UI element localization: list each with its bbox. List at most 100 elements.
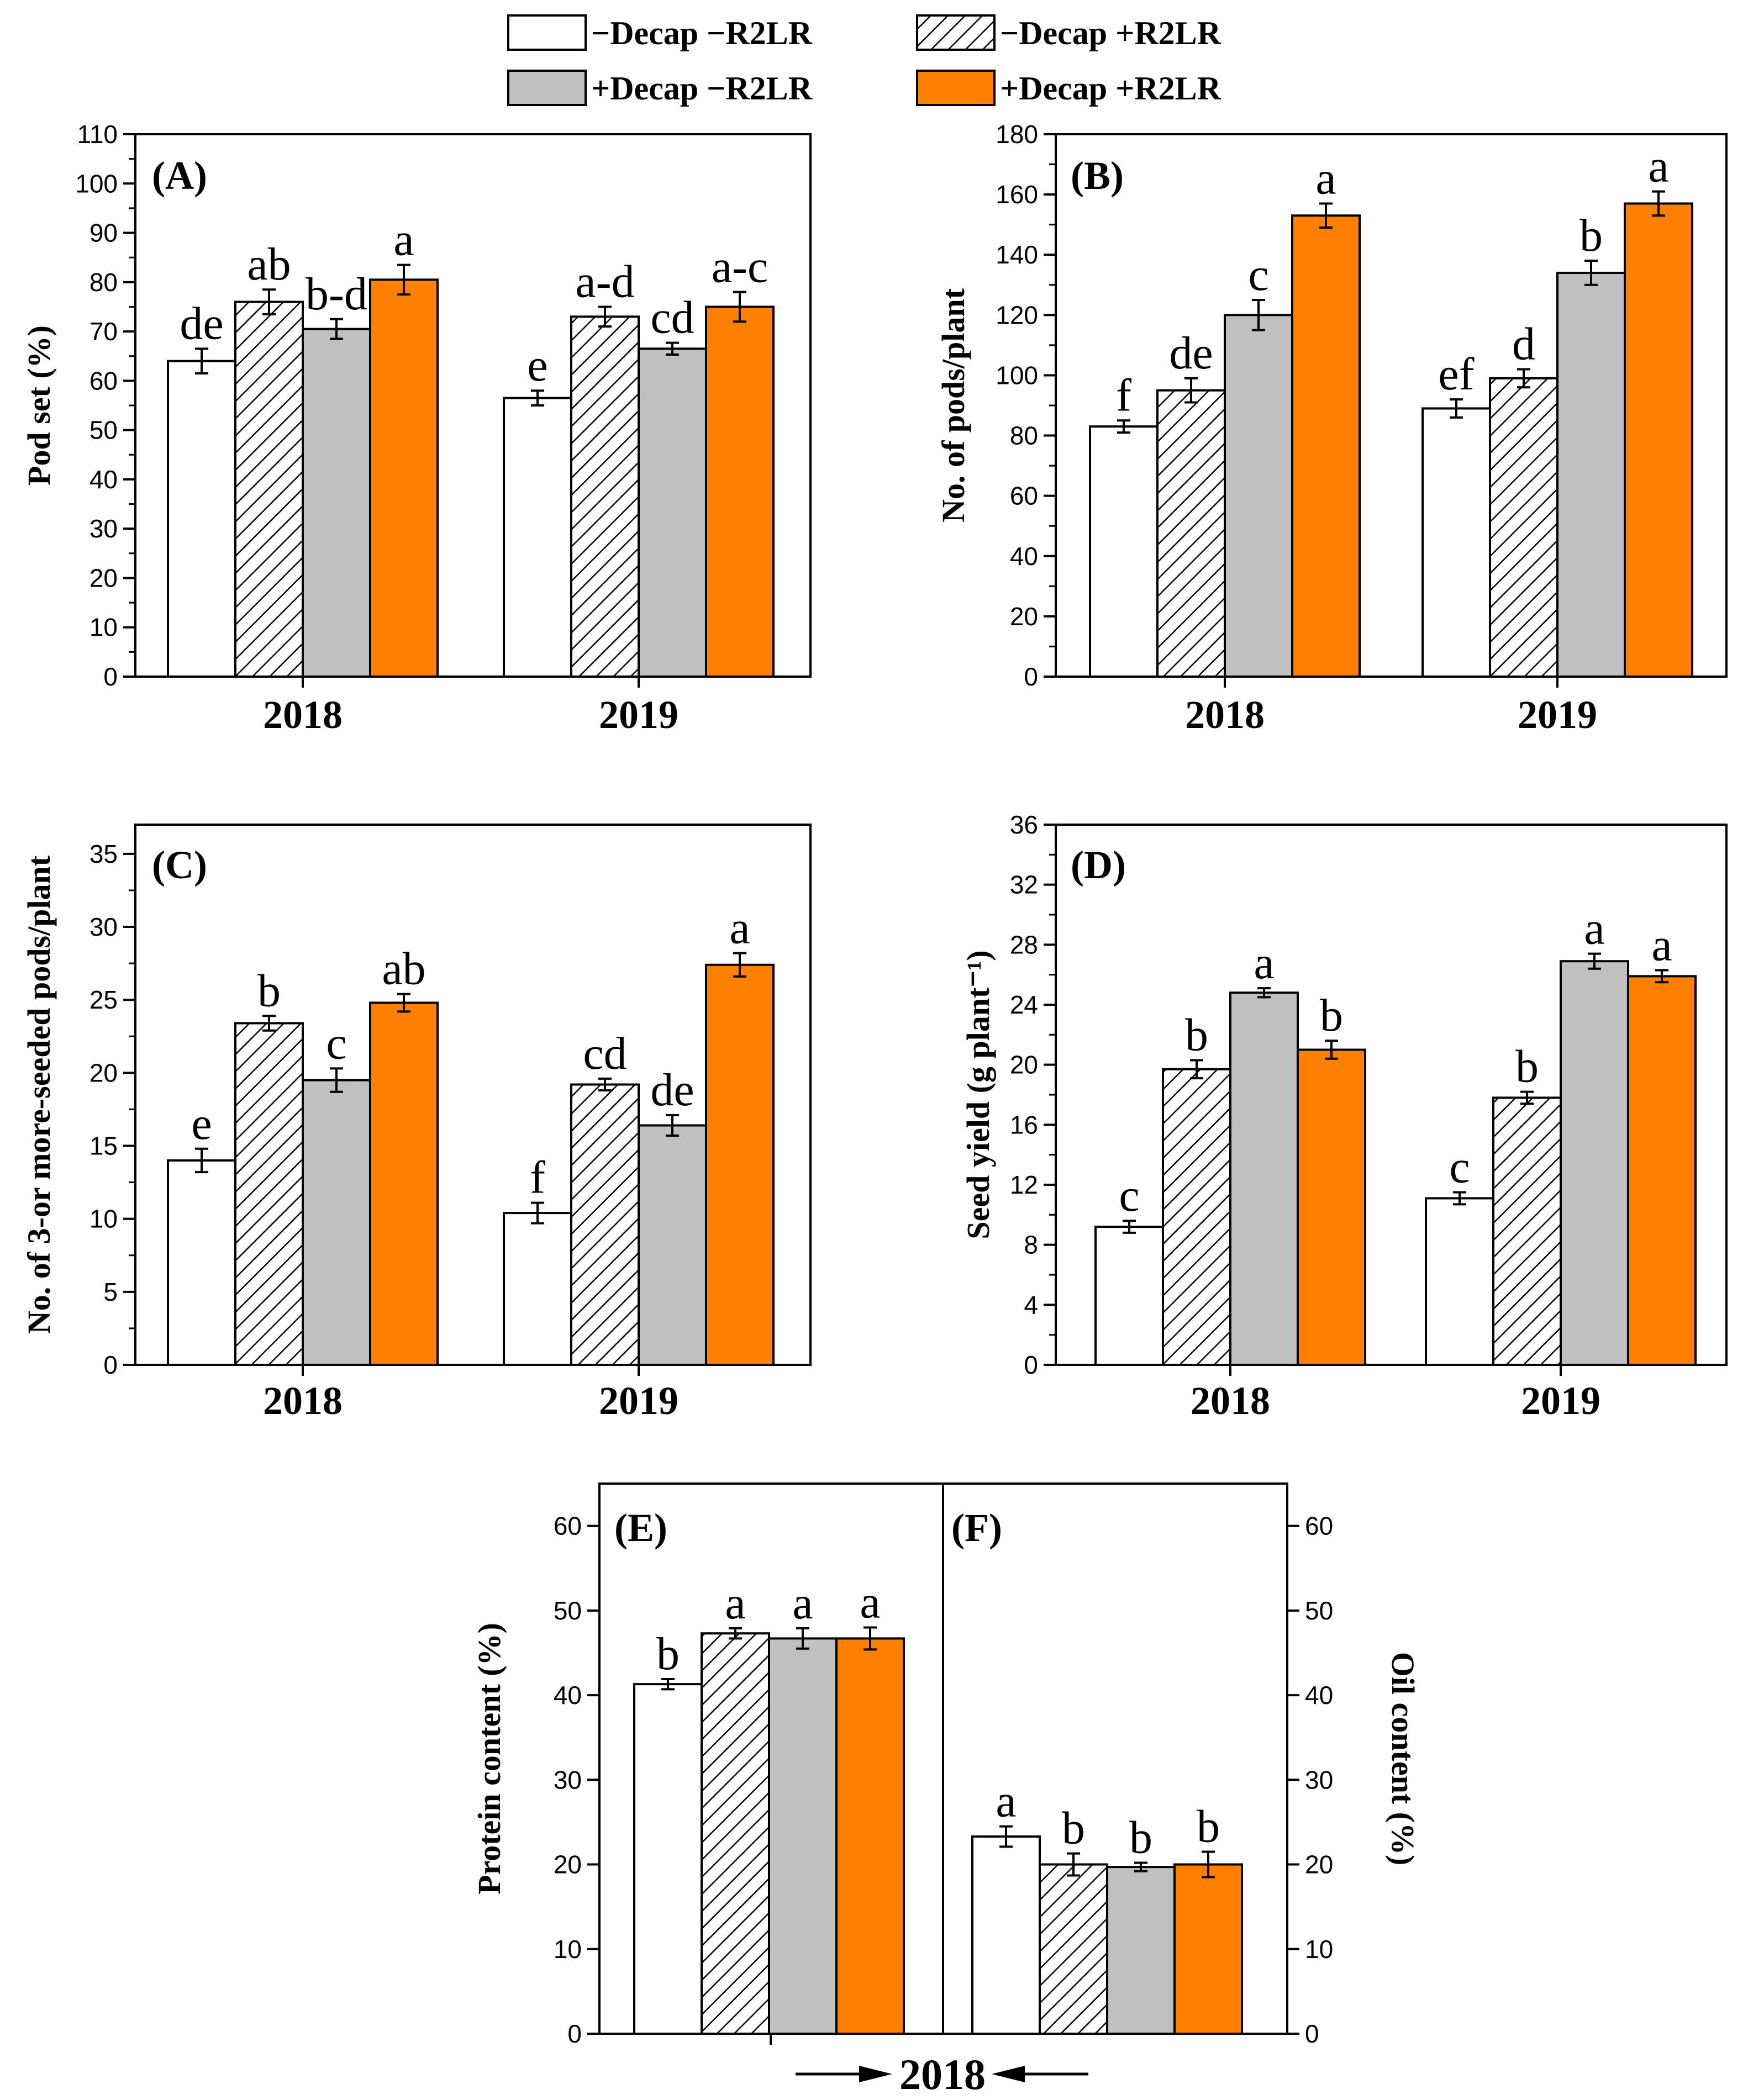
legend-label-orange: +Decap +R2LR — [1000, 70, 1222, 107]
bottom-axis-label: 2018 — [796, 2050, 1088, 2098]
significance-letter: ef — [1438, 349, 1474, 400]
significance-letter: a — [393, 214, 414, 266]
panel-B: 0 20 40 60 80 100 120 140 160 180 No. of pods/plan… — [935, 120, 1728, 737]
bar — [1297, 1048, 1366, 1366]
legend-swatch-orange — [916, 70, 996, 106]
significance-letter: c — [1119, 1170, 1139, 1221]
y-tick-label: 50 — [1305, 1596, 1333, 1625]
bar — [302, 1079, 371, 1366]
y-tick-label: 140 — [996, 240, 1038, 269]
significance-letter: f — [1116, 370, 1131, 421]
bar — [1492, 1096, 1562, 1366]
bar — [633, 1683, 703, 2035]
significance-letter: cd — [583, 1028, 626, 1079]
significance-letter: b — [257, 965, 281, 1016]
x-category-label: 2019 — [1521, 1379, 1600, 1423]
legend-swatch-hatch — [916, 14, 996, 51]
plot-frame-C — [134, 824, 812, 1366]
y-tick-label: 30 — [554, 1765, 582, 1794]
significance-letter: b — [656, 1628, 680, 1680]
bar — [1156, 389, 1226, 678]
bar — [835, 1637, 905, 2035]
y-tick-label: 16 — [1010, 1110, 1038, 1139]
bar — [971, 1835, 1041, 2035]
y-axis-title-F: Oil content (%) — [1385, 1652, 1421, 1866]
y-tick-label: 50 — [554, 1596, 582, 1625]
significance-letter: c — [1248, 249, 1268, 300]
significance-letter: ab — [247, 239, 291, 290]
panel-C: 0 5 10 15 20 25 30 35 No. of 3-or more-seeded po… — [21, 824, 812, 1423]
y-tick-label: 15 — [89, 1132, 118, 1160]
significance-letter: b — [1579, 210, 1603, 261]
y-tick-label: 0 — [1305, 2019, 1319, 2048]
significance-letter: a — [996, 1776, 1016, 1827]
y-axis-title-A: Pod set (%) — [21, 325, 57, 486]
significance-letter: d — [1512, 319, 1535, 370]
panel-A: 0 10 20 30 40 50 60 70 80 90 100 110 Pod set (%) (A) d… — [21, 120, 812, 737]
bar — [768, 1637, 838, 2035]
y-tick-label: 20 — [1010, 602, 1038, 631]
y-tick-label: 20 — [554, 1850, 582, 1879]
bar — [570, 315, 640, 678]
y-tick-label: 80 — [89, 268, 118, 297]
bar — [1229, 991, 1299, 1366]
y-tick-label: 60 — [89, 366, 118, 395]
bar — [302, 328, 371, 678]
bar — [1624, 202, 1693, 678]
x-category-label: 2019 — [599, 1379, 678, 1423]
legend: −Decap −R2LR −Decap +R2LR +Decap −R2LR +Dec… — [507, 14, 1222, 107]
significance-letter: a-c — [712, 241, 768, 293]
significance-letter: a — [792, 1577, 813, 1629]
significance-letter: b-d — [306, 268, 367, 320]
y-tick-label: 90 — [89, 219, 118, 247]
y-tick-label: 0 — [1024, 1350, 1038, 1379]
x-category-label: 2018 — [263, 693, 343, 737]
significance-letter: a — [860, 1576, 880, 1628]
significance-letter: a — [1315, 152, 1336, 204]
y-tick-label: 10 — [1305, 1935, 1333, 1964]
bar — [503, 1212, 572, 1366]
y-tick-label: 100 — [75, 169, 118, 198]
y-axis-title-E: Protein content (%) — [471, 1623, 507, 1895]
significance-letter: c — [1449, 1142, 1470, 1193]
bar — [167, 360, 236, 678]
bar — [1089, 425, 1159, 678]
significance-letter: de — [1169, 328, 1213, 379]
x-category-label: 2019 — [599, 693, 678, 737]
bar — [1560, 960, 1629, 1366]
y-tick-label: 30 — [89, 514, 118, 543]
significance-letter: cd — [650, 292, 694, 344]
panel-label-C: (C) — [152, 843, 207, 887]
x-category-label: 2018 — [1185, 693, 1265, 737]
bar — [1291, 214, 1361, 678]
y-tick-label: 40 — [1305, 1681, 1333, 1709]
y-tick-label: 28 — [1010, 930, 1038, 959]
panel-label-A: (A) — [152, 154, 207, 198]
y-axis-title-C: No. of 3-or more-seeded pods/plant — [21, 855, 57, 1334]
y-tick-label: 4 — [1024, 1290, 1038, 1319]
y-tick-label: 120 — [996, 300, 1038, 329]
y-tick-label: 5 — [103, 1278, 118, 1306]
significance-letter: e — [191, 1098, 212, 1149]
y-tick-label: 20 — [89, 1058, 118, 1087]
significance-letter: c — [326, 1017, 346, 1069]
legend-swatch-white — [507, 14, 587, 51]
bar — [1425, 1197, 1494, 1366]
y-tick-label: 10 — [89, 613, 118, 642]
significance-letter: b — [1515, 1041, 1539, 1093]
bar — [705, 305, 775, 678]
bar — [1556, 271, 1626, 678]
significance-letter: a — [729, 903, 750, 954]
bar — [503, 397, 572, 678]
significance-letter: de — [180, 298, 223, 349]
panel-label-B: (B) — [1071, 154, 1124, 198]
arrow-right-icon — [859, 2066, 892, 2082]
bar — [701, 1632, 770, 2035]
significance-letter: a — [1648, 141, 1668, 192]
y-tick-label: 180 — [996, 120, 1038, 149]
y-tick-label: 50 — [89, 416, 118, 445]
y-tick-label: 10 — [89, 1205, 118, 1233]
